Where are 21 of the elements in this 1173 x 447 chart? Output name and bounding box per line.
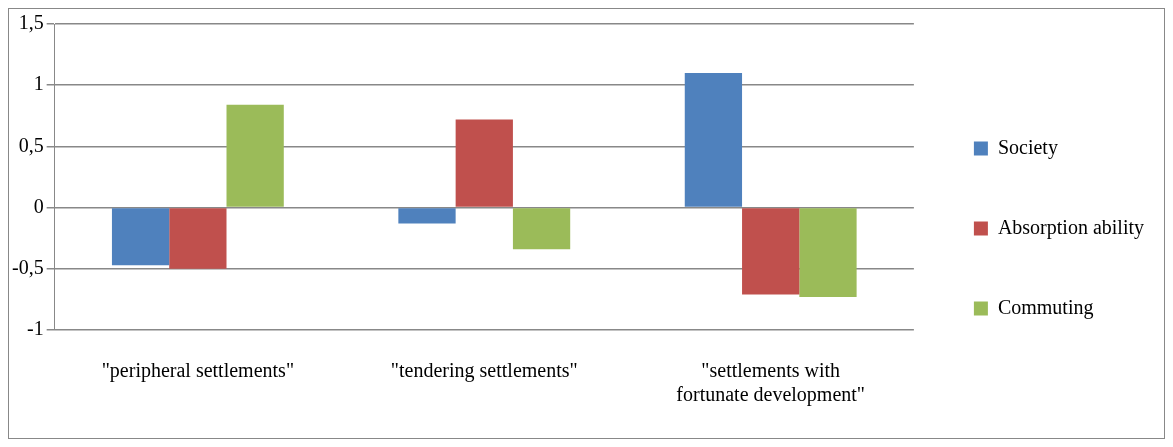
y-tick-label: 0,5 [18, 133, 44, 156]
x-tick-label: "peripheral settlements" [101, 359, 295, 383]
legend-label: Society [997, 135, 1058, 159]
y-tick-label: 1,5 [18, 11, 44, 34]
bar [398, 208, 456, 224]
bar [169, 208, 227, 269]
x-tick-label: "tendering settlements" [390, 359, 578, 383]
bar [799, 208, 857, 297]
legend-label: Commuting [997, 295, 1094, 319]
y-tick-label: 1 [33, 72, 44, 95]
bar [512, 208, 571, 250]
x-tick-label: "settlements with fortunate development" [676, 359, 866, 407]
y-tick-label: 0 [33, 194, 44, 217]
legend-label: Absorption ability [997, 215, 1145, 239]
bar [455, 119, 513, 207]
bar [226, 104, 284, 207]
bar [111, 208, 170, 266]
y-tick-label: -0,5 [11, 256, 44, 279]
bar [742, 208, 800, 295]
bar [684, 72, 743, 207]
y-tick-label: -1 [26, 317, 44, 340]
